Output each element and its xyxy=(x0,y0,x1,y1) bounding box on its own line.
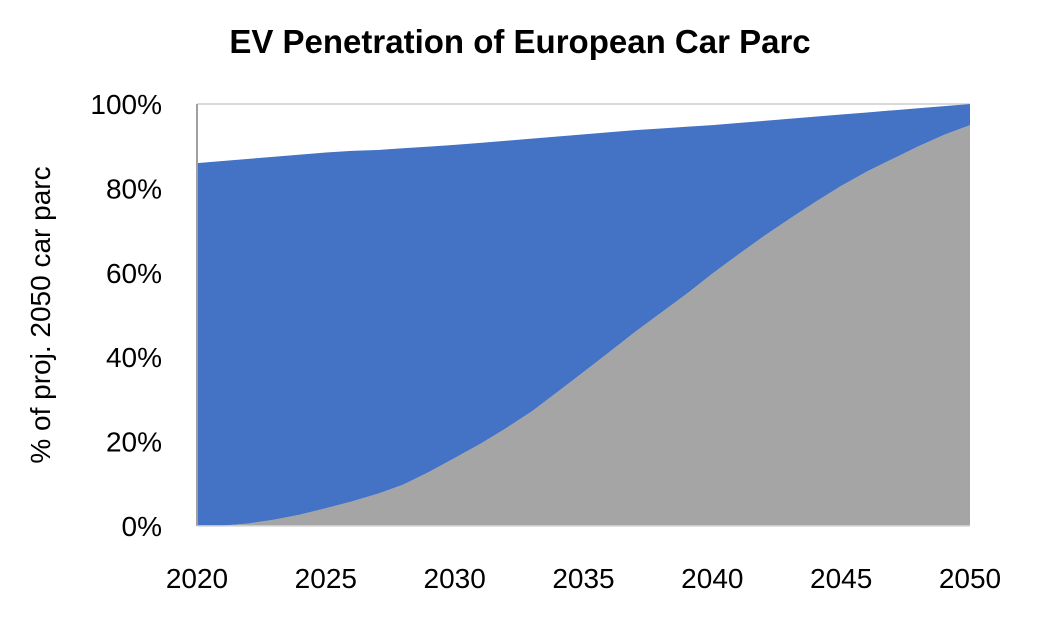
x-tick-labels: 2020 2025 2030 2035 2040 2045 2050 xyxy=(166,563,1001,594)
chart-title: EV Penetration of European Car Parc xyxy=(229,23,810,60)
plot-area xyxy=(196,103,970,527)
y-tick-label: 40% xyxy=(106,342,162,373)
y-tick-label: 20% xyxy=(106,427,162,458)
y-axis-label: % of proj. 2050 car parc xyxy=(25,166,56,463)
x-tick-label: 2035 xyxy=(552,563,614,594)
area-series-1 xyxy=(197,125,970,526)
x-tick-label: 2050 xyxy=(939,563,1001,594)
x-tick-label: 2030 xyxy=(424,563,486,594)
x-tick-label: 2045 xyxy=(810,563,872,594)
y-tick-label: 60% xyxy=(106,258,162,289)
y-tick-label: 100% xyxy=(90,89,162,120)
x-tick-label: 2040 xyxy=(681,563,743,594)
area-series-2 xyxy=(197,104,970,526)
x-tick-label: 2025 xyxy=(295,563,357,594)
y-tick-labels: 0% 20% 40% 60% 80% 100% xyxy=(90,89,162,542)
x-tick-label: 2020 xyxy=(166,563,228,594)
y-tick-label: 80% xyxy=(106,173,162,204)
y-tick-label: 0% xyxy=(122,511,162,542)
